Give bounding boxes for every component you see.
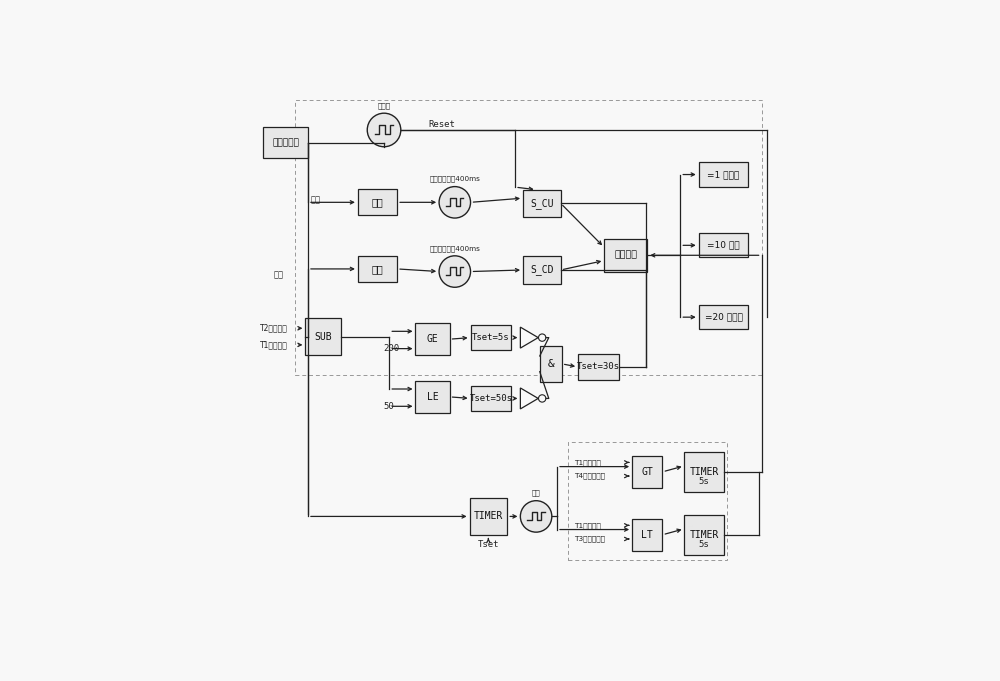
Text: S_CU: S_CU <box>530 198 554 209</box>
Text: LT: LT <box>641 530 653 540</box>
Text: Tset=50s: Tset=50s <box>470 394 513 403</box>
Text: 手动: 手动 <box>311 195 321 204</box>
Circle shape <box>539 395 546 402</box>
Text: T1检测温度: T1检测温度 <box>260 340 288 349</box>
Text: SUB: SUB <box>314 332 332 342</box>
Text: 减小: 减小 <box>372 264 383 274</box>
Circle shape <box>520 501 552 532</box>
Text: 5s: 5s <box>699 540 710 550</box>
FancyBboxPatch shape <box>523 190 561 217</box>
Circle shape <box>439 187 471 218</box>
Text: T4设定上偏差: T4设定上偏差 <box>574 473 605 479</box>
FancyBboxPatch shape <box>632 456 662 488</box>
Text: 档位数值: 档位数值 <box>614 251 637 259</box>
FancyBboxPatch shape <box>415 323 450 355</box>
Text: 200: 200 <box>383 344 399 353</box>
FancyBboxPatch shape <box>358 189 397 215</box>
Text: 燃烧器启动: 燃烧器启动 <box>272 138 299 147</box>
Text: T1检测温度: T1检测温度 <box>574 459 601 466</box>
Text: =10 中火: =10 中火 <box>707 241 740 250</box>
Text: 单脉冲: 单脉冲 <box>377 102 391 109</box>
FancyBboxPatch shape <box>540 346 562 381</box>
FancyBboxPatch shape <box>578 354 619 379</box>
Text: 单脉冲，脉宽400ms: 单脉冲，脉宽400ms <box>429 245 480 251</box>
Text: 自动: 自动 <box>274 271 284 280</box>
FancyBboxPatch shape <box>632 518 662 551</box>
Text: =1 最小火: =1 最小火 <box>707 170 740 179</box>
Text: T3设定下偏差: T3设定下偏差 <box>574 536 605 542</box>
Text: TIMER: TIMER <box>689 467 719 477</box>
Text: 增加: 增加 <box>372 197 383 207</box>
Circle shape <box>539 334 546 341</box>
Text: =20 最大火: =20 最大火 <box>705 313 742 321</box>
Text: GT: GT <box>641 467 653 477</box>
Circle shape <box>367 113 401 146</box>
Text: Tset: Tset <box>478 540 499 550</box>
FancyBboxPatch shape <box>415 381 450 413</box>
FancyBboxPatch shape <box>699 234 748 257</box>
FancyBboxPatch shape <box>684 516 724 555</box>
Text: &: & <box>547 359 554 369</box>
Text: Tset=5s: Tset=5s <box>472 333 510 342</box>
FancyBboxPatch shape <box>263 127 308 158</box>
Text: TIMER: TIMER <box>689 530 719 540</box>
Text: Reset: Reset <box>429 121 455 129</box>
Text: TIMER: TIMER <box>474 511 503 522</box>
Text: Tset=30s: Tset=30s <box>577 362 620 371</box>
Text: 50: 50 <box>383 402 394 411</box>
FancyBboxPatch shape <box>471 386 511 411</box>
FancyBboxPatch shape <box>358 256 397 282</box>
FancyBboxPatch shape <box>699 305 748 329</box>
Text: LE: LE <box>427 392 438 402</box>
Text: T2设定温度: T2设定温度 <box>260 323 288 333</box>
FancyBboxPatch shape <box>305 317 341 355</box>
FancyBboxPatch shape <box>523 256 561 283</box>
FancyBboxPatch shape <box>699 163 748 187</box>
FancyBboxPatch shape <box>604 239 647 272</box>
Text: 单脉冲，脉宽400ms: 单脉冲，脉宽400ms <box>429 176 480 183</box>
Text: S_CD: S_CD <box>530 264 554 275</box>
FancyBboxPatch shape <box>471 325 511 350</box>
FancyBboxPatch shape <box>470 498 507 535</box>
Text: 脉冲: 脉冲 <box>532 490 540 496</box>
FancyBboxPatch shape <box>684 452 724 492</box>
Circle shape <box>439 256 471 287</box>
Text: T1检测温度: T1检测温度 <box>574 522 601 528</box>
Text: GE: GE <box>427 334 438 344</box>
Text: 5s: 5s <box>699 477 710 486</box>
